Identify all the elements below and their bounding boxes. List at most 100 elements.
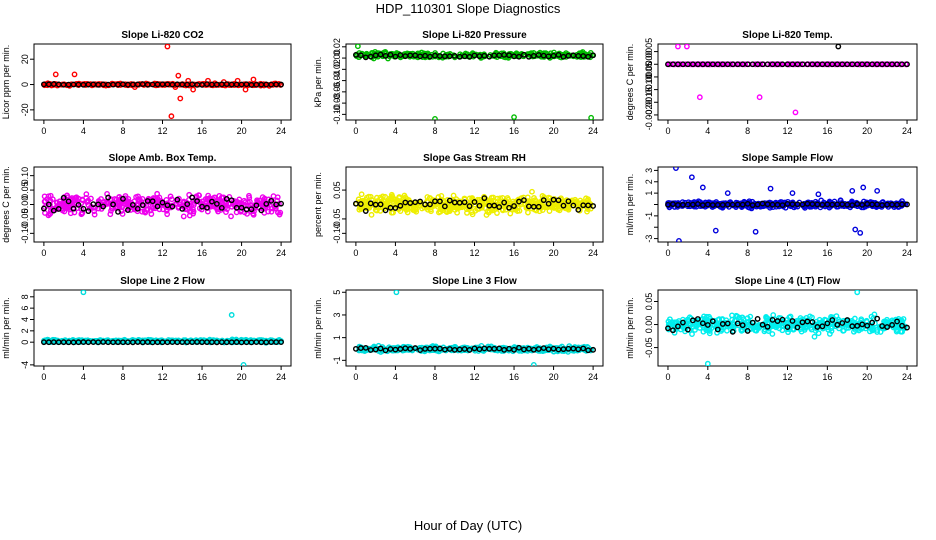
data-point [588, 346, 594, 353]
data-points [665, 167, 910, 242]
y-tick-label: 2 [644, 179, 654, 184]
data-point [771, 61, 778, 68]
chart-panel: Slope Amb. Box Temp. 0 4 8 12 16 20 24 -0.10-0.0… [1, 153, 292, 258]
hourly-point [427, 201, 433, 208]
data-point [119, 211, 126, 217]
hourly-point [125, 207, 131, 213]
y-tick-label: -0.02 [332, 59, 342, 80]
data-point [752, 327, 759, 334]
x-tick-label: 8 [120, 372, 125, 382]
hourly-point [709, 318, 716, 325]
hourly-point [352, 200, 359, 207]
outlier-point [80, 290, 87, 296]
data-point [667, 61, 674, 68]
outlier-point [688, 174, 695, 181]
y-tick-label: -1 [332, 356, 342, 364]
data-point [811, 333, 818, 340]
y-axis-label: ml/min per min. [625, 297, 635, 359]
x-tick-label: 8 [432, 248, 437, 258]
data-point [91, 211, 98, 218]
hourly-point [844, 317, 851, 323]
x-tick-label: 0 [41, 372, 46, 382]
data-point [821, 316, 828, 323]
data-point [565, 204, 572, 211]
hourly-point [70, 205, 77, 212]
hourly-point [55, 206, 62, 212]
hourly-point [869, 319, 876, 326]
x-tick-label: 16 [822, 248, 832, 258]
x-tick-label: 0 [665, 126, 670, 136]
data-point [400, 53, 407, 59]
data-point [727, 321, 734, 328]
data-point [427, 195, 434, 201]
data-point [524, 194, 531, 201]
hourly-point [565, 198, 572, 205]
hourly-point [115, 208, 121, 215]
x-tick-label: 24 [902, 248, 912, 258]
data-point [133, 194, 139, 200]
data-point [583, 195, 589, 202]
data-points [352, 44, 597, 120]
hourly-point [263, 200, 270, 207]
hourly-point [471, 199, 478, 205]
data-point [722, 61, 728, 68]
data-point [828, 325, 834, 332]
hourly-point [481, 195, 488, 202]
data-point [236, 200, 243, 206]
data-point [800, 322, 807, 329]
data-point [701, 313, 707, 320]
hourly-point [149, 198, 156, 205]
hourly-point [704, 322, 711, 328]
x-tick-label: 4 [393, 248, 398, 258]
hourly-point [199, 203, 205, 210]
y-tick-label: 2 [20, 328, 30, 333]
hourly-point [377, 51, 384, 58]
hourly-point [516, 198, 522, 205]
x-tick-label: 8 [432, 126, 437, 136]
x-tick-label: 16 [197, 126, 207, 136]
x-tick-label: 12 [469, 372, 479, 382]
data-point [792, 61, 799, 68]
x-tick-label: 20 [549, 248, 559, 258]
data-point [378, 195, 385, 202]
hourly-point [804, 61, 811, 68]
hourly-point [590, 203, 597, 209]
outlier-point [767, 185, 774, 192]
hourly-point [516, 53, 522, 60]
data-point [689, 331, 695, 337]
data-point [812, 61, 819, 68]
data-point [858, 316, 865, 323]
data-point [707, 61, 714, 68]
hourly-point [397, 202, 404, 209]
hourly-point [209, 198, 215, 205]
data-point [539, 204, 546, 210]
hourly-point [461, 199, 468, 206]
hourly-point [392, 53, 399, 60]
data-points [665, 290, 910, 366]
hourly-point [689, 317, 696, 324]
x-tick-label: 0 [41, 248, 46, 258]
data-point [382, 200, 389, 207]
data-point [198, 206, 205, 213]
chart-title: Slope Amb. Box Temp. [109, 153, 217, 164]
data-point [861, 61, 868, 68]
data-point [786, 314, 793, 321]
y-tick-label: -0.08 [332, 93, 342, 114]
hourly-point [555, 52, 562, 58]
data-point [202, 196, 209, 202]
hourly-point [169, 203, 176, 210]
data-point [749, 323, 756, 330]
hourly-point [397, 52, 404, 58]
x-tick-label: 4 [705, 372, 710, 382]
hourly-point [248, 206, 255, 213]
data-point [73, 194, 80, 201]
data-point [769, 331, 776, 337]
outlier-point [835, 44, 842, 50]
data-point [190, 202, 197, 208]
hourly-point [174, 196, 181, 203]
y-tick-label: -0.05 [20, 209, 30, 230]
outlier-point [792, 109, 799, 116]
y-tick-label: -0.04 [332, 70, 342, 91]
outlier-point [724, 190, 731, 197]
hourly-point [164, 202, 171, 209]
